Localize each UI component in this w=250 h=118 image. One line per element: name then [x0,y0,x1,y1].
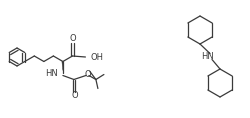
Text: O: O [84,70,91,79]
Text: OH: OH [90,53,104,61]
Text: O: O [71,91,78,101]
Text: HN: HN [45,70,58,78]
Text: O: O [70,34,76,43]
Polygon shape [62,61,64,70]
Text: HN: HN [202,52,214,61]
